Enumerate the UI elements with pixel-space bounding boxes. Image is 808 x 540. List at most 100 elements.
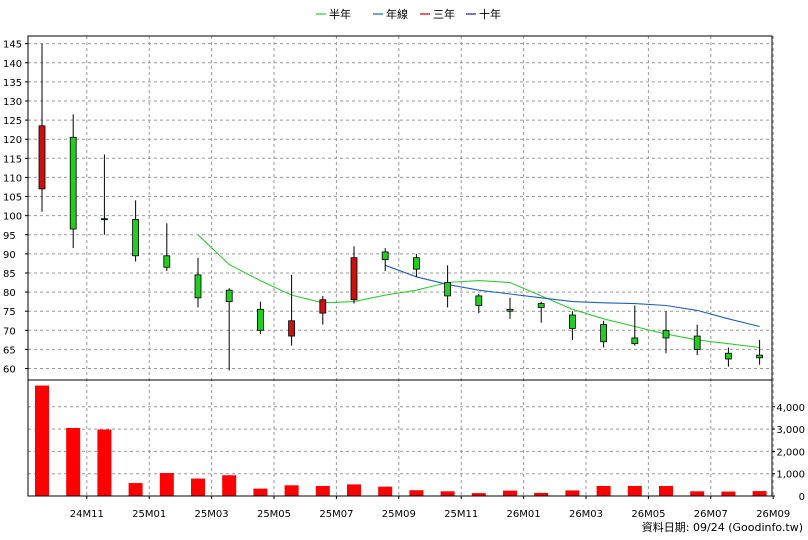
candle-body — [350, 257, 358, 301]
price-tick-label: 115 — [3, 154, 22, 165]
candle — [444, 265, 452, 308]
volume-bar — [191, 478, 205, 496]
price-tick-label: 90 — [3, 250, 16, 261]
volume-bar — [440, 491, 455, 496]
chart-axes: 60 65 70 75 80 85 90 95 100 105 110 115 120 125 130 135… — [3, 35, 805, 520]
candle-body — [319, 299, 327, 314]
legend-label-3: 十年 — [479, 7, 501, 21]
legend-label-0: 半年 — [329, 7, 351, 21]
candle-body — [256, 308, 264, 331]
candle-body — [381, 251, 389, 260]
candle — [600, 320, 607, 348]
volume-tick-label: 0 — [799, 492, 805, 503]
candle-body — [506, 308, 514, 312]
price-tick-label: 60 — [3, 365, 16, 376]
candle-body — [537, 303, 545, 308]
candle — [38, 43, 46, 212]
x-tick-label: 26M05 — [631, 509, 665, 520]
volume-bar — [253, 488, 268, 496]
volume-bar — [66, 427, 81, 496]
volume-bar — [752, 491, 767, 496]
candle — [288, 274, 296, 346]
volume-bar — [503, 490, 517, 496]
candle-body — [412, 257, 420, 270]
candle — [506, 297, 514, 319]
price-tick-label: 145 — [3, 40, 22, 51]
volume-bar — [471, 493, 486, 496]
candle-body — [132, 219, 140, 257]
candle — [69, 114, 77, 249]
candle-body — [631, 337, 639, 345]
volume-bar — [97, 429, 112, 496]
legend-label-2: 三年 — [433, 7, 455, 21]
x-tick-label: 25M07 — [319, 509, 353, 520]
candle — [132, 200, 140, 262]
volume-bar — [596, 485, 611, 496]
candle — [475, 294, 483, 314]
price-tick-label: 70 — [3, 326, 16, 337]
candle-body — [194, 274, 202, 299]
candle — [662, 311, 670, 354]
candle — [163, 223, 171, 272]
candle-body — [725, 352, 732, 360]
volume-bar — [128, 483, 143, 496]
candle-body — [756, 354, 763, 359]
candle-body — [693, 335, 701, 350]
volume-bar — [409, 490, 424, 496]
x-tick-label: 25M11 — [444, 509, 478, 520]
volume-bar — [721, 491, 736, 496]
price-tick-label: 105 — [3, 193, 22, 204]
volume-tick-label: 3,000 — [776, 425, 805, 436]
price-tick-label: 120 — [3, 135, 22, 146]
volume-bar — [222, 475, 237, 496]
x-tick-label: 26M09 — [756, 509, 790, 520]
chart-grid — [28, 36, 774, 496]
x-tick-label: 25M05 — [257, 509, 291, 520]
candle — [693, 324, 701, 356]
x-tick-label: 26M01 — [507, 509, 541, 520]
candle — [725, 347, 732, 367]
volume-panel-frame — [27, 379, 773, 497]
candle-body — [163, 255, 171, 268]
volume-bar — [159, 473, 174, 496]
candle-body — [569, 314, 576, 329]
price-tick-label: 140 — [3, 59, 22, 70]
volume-bar — [627, 485, 642, 496]
volume-tick-label: 4,000 — [776, 403, 805, 414]
candle — [194, 257, 202, 308]
candle — [756, 339, 763, 365]
candle — [537, 301, 545, 323]
candle — [381, 248, 389, 272]
candle-body — [69, 136, 77, 230]
volume-bar — [534, 492, 549, 496]
candle-body — [288, 320, 296, 337]
candle — [256, 301, 264, 335]
x-tick-label: 26M07 — [694, 509, 728, 520]
candle — [412, 253, 420, 277]
candle — [569, 311, 576, 340]
volume-bar — [284, 485, 299, 496]
x-tick-label: 25M09 — [382, 509, 416, 520]
price-tick-label: 100 — [3, 212, 22, 223]
volume-bar — [378, 486, 393, 496]
candle — [350, 246, 358, 304]
volume-tick-label: 1,000 — [776, 470, 805, 481]
price-tick-label: 95 — [3, 231, 16, 242]
price-tick-label: 65 — [3, 345, 16, 356]
price-panel-frame — [27, 35, 773, 381]
volume-bar — [347, 484, 361, 496]
volume-bar — [315, 485, 330, 496]
candle — [101, 154, 108, 235]
volume-bar — [565, 490, 580, 496]
volume-tick-label: 2,000 — [776, 447, 805, 458]
candle-body — [475, 295, 483, 306]
candle-body — [662, 329, 670, 339]
x-tick-label: 25M01 — [132, 509, 166, 520]
price-tick-label: 110 — [3, 173, 22, 184]
price-tick-label: 135 — [3, 78, 22, 89]
candle — [631, 305, 639, 346]
x-tick-label: 26M03 — [569, 509, 603, 520]
x-tick-label: 25M03 — [195, 509, 229, 520]
source-note: 資料日期: 09/24 (Goodinfo.tw) — [642, 520, 803, 534]
